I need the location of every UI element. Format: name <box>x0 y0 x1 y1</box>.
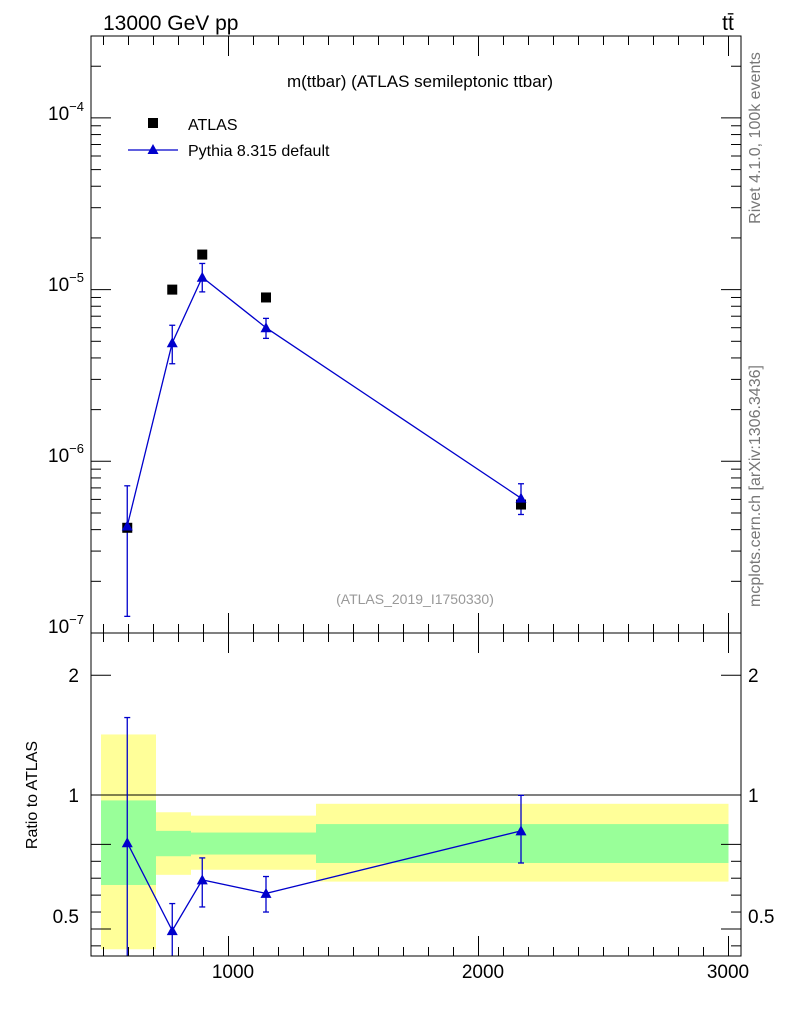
ratio-ylabel: Ratio to ATLAS <box>24 741 41 849</box>
ratio-data-point <box>260 887 272 898</box>
legend-atlas-label: ATLAS <box>188 117 238 134</box>
y-tick-label-1e-6: 10−6 <box>48 441 84 467</box>
main-panel: m(ttbar) (ATLAS semileptonic ttbar) (ATL… <box>48 35 742 638</box>
x-tick-label-3000: 3000 <box>707 962 749 983</box>
rivet-label: Rivet 4.1.0, 100k events <box>747 52 764 224</box>
analysis-watermark: (ATLAS_2019_I1750330) <box>336 591 494 607</box>
ratio-data-point <box>196 874 208 885</box>
legend-pythia-marker <box>147 144 159 154</box>
ratio-ytick-0.5-left: 0.5 <box>53 907 79 928</box>
process-label: tt̄ <box>722 12 734 35</box>
ratio-ytick-2-left: 2 <box>68 666 79 687</box>
main-title: m(ttbar) (ATLAS semileptonic ttbar) <box>287 72 553 91</box>
ratio-panel: Ratio to ATLAS 2 1 0.5 2 1 0.5 1000 2000… <box>24 632 774 983</box>
x-tick-label-2000: 2000 <box>462 962 504 983</box>
pythia-data-point <box>196 271 208 282</box>
pythia-data-point <box>121 520 133 531</box>
ratio-ytick-1-right: 1 <box>748 786 759 807</box>
legend-atlas-marker <box>148 118 158 128</box>
ratio-ytick-0.5-right: 0.5 <box>748 907 774 928</box>
legend: ATLAS Pythia 8.315 default <box>128 117 330 160</box>
ratio-band-green <box>191 832 316 855</box>
ratio-frame <box>90 632 742 957</box>
atlas-data-point <box>261 292 271 303</box>
legend-pythia-label: Pythia 8.315 default <box>188 143 330 160</box>
atlas-data-point <box>516 499 526 510</box>
ratio-data-point <box>121 837 133 848</box>
ratio-data-point <box>515 825 527 836</box>
ratio-ytick-1-left: 1 <box>68 786 79 807</box>
ratio-band-green <box>156 830 191 857</box>
ratio-data-point <box>166 925 178 936</box>
y-tick-label-1e-7: 10−7 <box>48 612 84 638</box>
pythia-data-point <box>515 492 527 503</box>
atlas-data-point <box>167 284 178 295</box>
ratio-ytick-2-right: 2 <box>748 666 759 687</box>
y-tick-label-1e-5: 10−5 <box>48 270 84 296</box>
pythia-data-point <box>166 337 178 348</box>
pythia-line <box>126 276 522 527</box>
energy-label: 13000 GeV pp <box>103 12 238 35</box>
mcplots-label: mcplots.cern.ch [arXiv:1306.3436] <box>747 365 764 607</box>
y-tick-label-1e-4: 10−4 <box>48 99 84 125</box>
x-tick-label-1000: 1000 <box>212 962 254 983</box>
pythia-data-point <box>260 322 272 333</box>
atlas-data-point <box>197 249 208 260</box>
